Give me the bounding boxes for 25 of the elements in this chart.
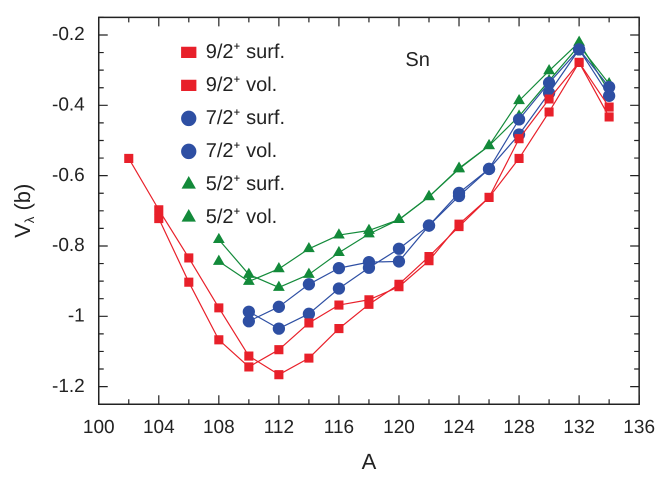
y-axis-title: Vλ (b) bbox=[10, 184, 38, 238]
y-tick-label: -1.2 bbox=[52, 376, 85, 397]
legend-label: 7/2⁺ surf. bbox=[206, 106, 286, 129]
x-tick-label: 104 bbox=[142, 416, 176, 438]
x-tick-label: 132 bbox=[563, 416, 595, 438]
legend-label: 5/2⁺ surf. bbox=[206, 172, 286, 195]
x-tick-label: 124 bbox=[443, 416, 476, 438]
annotation: Sn bbox=[405, 48, 430, 71]
y-tick-label: -1 bbox=[68, 306, 85, 327]
legend-label: 9/2⁺ surf. bbox=[206, 40, 286, 63]
x-tick-label: 108 bbox=[202, 416, 235, 438]
x-tick-label: 120 bbox=[383, 416, 415, 438]
legend-label: 9/2⁺ vol. bbox=[206, 74, 278, 96]
x-tick-label: 100 bbox=[82, 416, 115, 438]
y-tick-label: -0.4 bbox=[52, 94, 86, 116]
legend-label: 7/2⁺ vol. bbox=[206, 140, 278, 162]
x-axis-title: A bbox=[362, 449, 377, 474]
y-tick-label: -0.6 bbox=[52, 164, 85, 186]
x-tick-label: 112 bbox=[264, 416, 294, 438]
y-tick-label: -0.2 bbox=[52, 24, 85, 46]
x-tick-label: 128 bbox=[503, 416, 535, 438]
y-tick-label: -0.8 bbox=[52, 235, 85, 256]
legend-label: 5/2⁺ vol. bbox=[206, 206, 278, 228]
x-tick-label: 136 bbox=[623, 416, 655, 438]
x-tick-label: 116 bbox=[324, 416, 354, 438]
